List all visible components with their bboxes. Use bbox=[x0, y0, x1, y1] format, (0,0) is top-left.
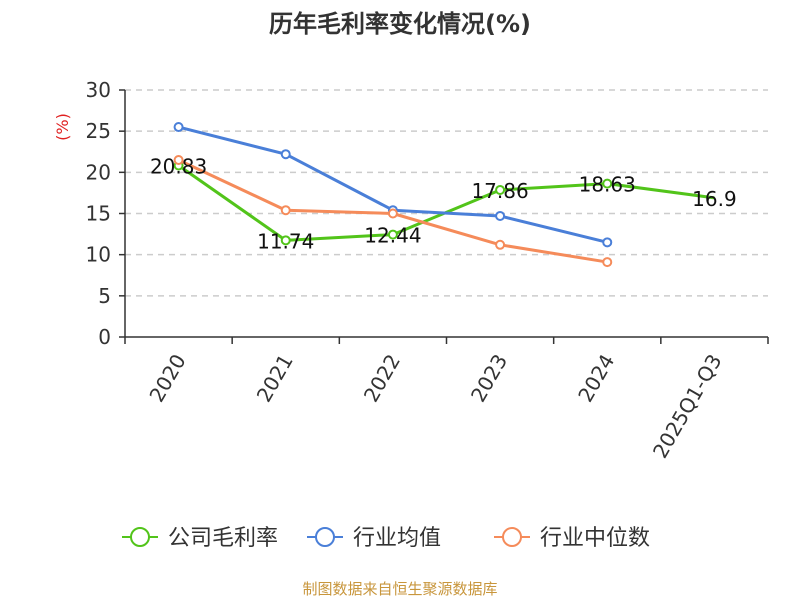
x-tick-label: 2021 bbox=[252, 350, 298, 406]
data-point bbox=[173, 154, 184, 165]
data-label: 11.74 bbox=[257, 229, 314, 253]
data-point bbox=[602, 257, 613, 268]
x-tick-label: 2025Q1-Q3 bbox=[648, 350, 727, 462]
data-label: 12.44 bbox=[364, 224, 421, 248]
x-tick-label: 2022 bbox=[359, 350, 405, 406]
y-tick-label: 0 bbox=[98, 325, 111, 349]
x-tick-label: 2023 bbox=[466, 350, 512, 406]
data-point bbox=[387, 229, 398, 240]
data-point bbox=[280, 205, 291, 216]
data-label: 16.9 bbox=[692, 187, 737, 211]
series-layer bbox=[173, 122, 715, 268]
source-note: 制图数据来自恒生聚源数据库 bbox=[302, 580, 497, 598]
chart-title: 历年毛利率变化情况(%) bbox=[269, 10, 531, 38]
data-point bbox=[602, 178, 613, 189]
legend: 公司毛利率 行业均值 行业中位数 bbox=[122, 526, 650, 551]
data-point bbox=[387, 208, 398, 219]
legend-label: 公司毛利率 bbox=[168, 526, 278, 551]
data-point bbox=[173, 122, 184, 133]
y-tick-label: 15 bbox=[86, 202, 111, 226]
data-label: 18.63 bbox=[579, 173, 636, 197]
y-tick-label: 30 bbox=[86, 78, 111, 102]
data-label: 17.86 bbox=[471, 179, 528, 203]
data-point bbox=[495, 210, 506, 221]
x-tick-label: 2020 bbox=[144, 350, 190, 406]
data-point bbox=[280, 235, 291, 246]
y-tick-label: 20 bbox=[86, 160, 111, 184]
legend-marker bbox=[130, 527, 150, 547]
axis-layer: 0 5 10 15 20 25 30 2020 2021 2022 2023 2024 2025Q1-Q… bbox=[86, 78, 769, 462]
y-tick-label: 25 bbox=[86, 119, 111, 143]
y-tick-label: 10 bbox=[86, 243, 111, 267]
y-tick-label: 5 bbox=[98, 284, 111, 308]
data-point bbox=[495, 184, 506, 195]
label-layer: 20.83 11.74 12.44 17.86 18.63 16.9 bbox=[150, 154, 737, 253]
legend-marker bbox=[502, 527, 522, 547]
y-axis-label: (%) bbox=[53, 113, 72, 141]
legend-label: 行业中位数 bbox=[540, 526, 650, 551]
legend-label: 行业均值 bbox=[353, 526, 441, 551]
data-point bbox=[602, 237, 613, 248]
x-tick-label: 2024 bbox=[573, 350, 619, 406]
legend-marker bbox=[315, 527, 335, 547]
data-point bbox=[280, 149, 291, 160]
data-point bbox=[495, 239, 506, 250]
data-label: 20.83 bbox=[150, 154, 207, 178]
